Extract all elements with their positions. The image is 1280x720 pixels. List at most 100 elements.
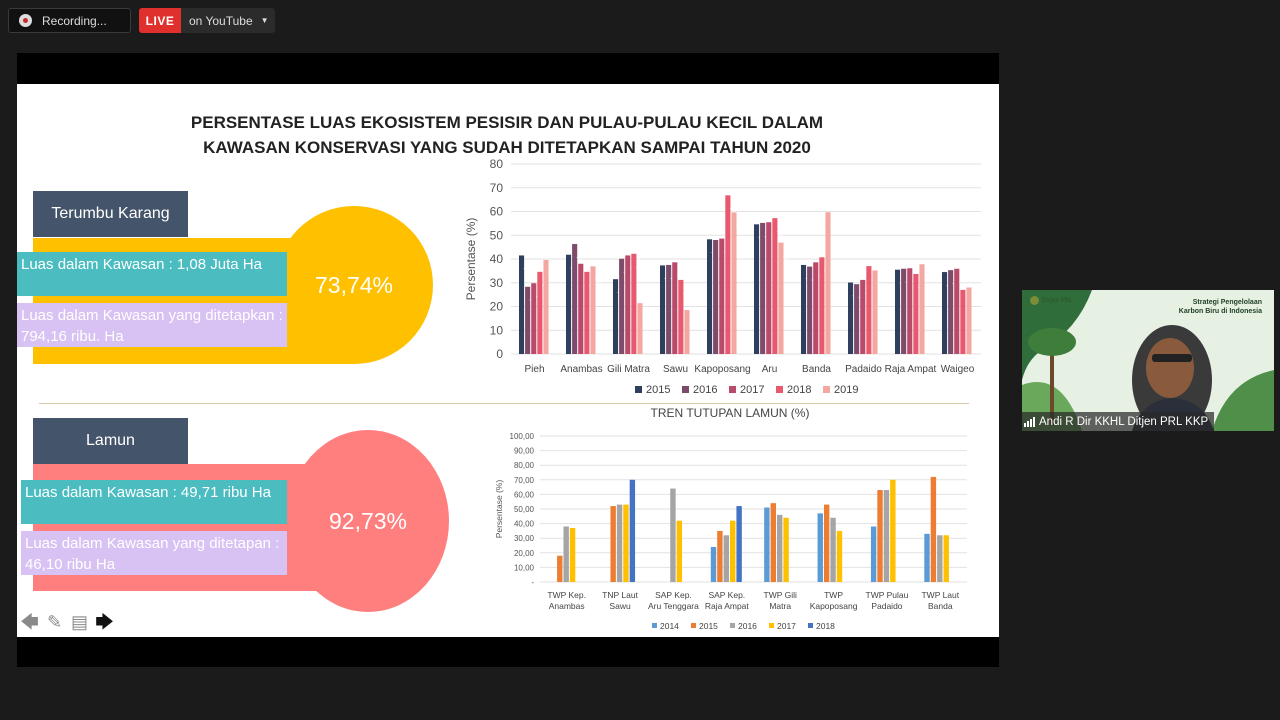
legend-swatch: [729, 386, 736, 393]
bar: [736, 506, 742, 582]
y-tick-label: 40: [490, 252, 504, 266]
bar: [670, 488, 676, 582]
bar: [543, 259, 549, 354]
bar: [659, 265, 666, 354]
x-tick-label-line2: Anambas: [549, 601, 585, 611]
x-tick-label: Anambas: [560, 364, 602, 375]
legend-label: 2015: [699, 621, 718, 631]
legend-swatch: [691, 623, 696, 628]
bar-data-label: 46,9: [782, 247, 791, 262]
legend-swatch: [730, 623, 735, 628]
bar: [847, 282, 854, 354]
bar: [872, 270, 878, 354]
legend-swatch: [776, 386, 783, 393]
bar: [772, 218, 778, 354]
y-tick-label: 20,00: [514, 549, 535, 558]
bar: [807, 266, 813, 354]
bar: [836, 530, 843, 582]
legend-label: 2017: [777, 621, 796, 631]
forward-arrow-icon[interactable]: 🡆: [95, 612, 114, 632]
participant-name-tag: Andi R Dir KKHL Ditjen PRL KKP: [1022, 412, 1215, 431]
lamun-tag: Lamun: [33, 418, 188, 464]
back-arrow-icon[interactable]: 🡄: [20, 612, 39, 632]
bar-data-label: 42,2: [635, 258, 644, 273]
x-tick-label-line1: TWP: [824, 590, 843, 600]
bar: [825, 212, 831, 354]
bar: [518, 255, 525, 354]
y-tick-label: 100,00: [510, 432, 535, 441]
bar: [753, 224, 760, 354]
bar: [725, 195, 731, 354]
bar: [943, 535, 949, 582]
bar: [778, 242, 784, 354]
y-tick-label: 60,00: [514, 490, 535, 499]
recording-indicator[interactable]: Recording...: [8, 8, 131, 33]
bar: [563, 526, 569, 582]
caret-down-icon: ▼: [260, 16, 269, 25]
legend-swatch: [682, 386, 689, 393]
bar: [919, 264, 925, 354]
menu-icon[interactable]: ▤: [70, 612, 88, 632]
bar-data-label: 28: [970, 292, 979, 300]
bar: [770, 503, 776, 582]
bar: [525, 286, 531, 354]
bar: [637, 303, 643, 354]
legend-label: 2014: [660, 621, 679, 631]
bar: [854, 284, 860, 354]
bar: [578, 263, 584, 354]
bar: [537, 271, 543, 354]
live-stream-control[interactable]: LIVE on YouTube ▼: [139, 8, 275, 33]
bar: [800, 264, 807, 354]
bar-data-label: 35,9: [958, 273, 967, 288]
bar: [710, 546, 717, 582]
y-tick-label: 30,00: [514, 534, 535, 543]
y-axis-label: Persentase (%): [494, 480, 504, 539]
x-tick-label-line1: TWP Kep.: [547, 590, 586, 600]
legend-label: 2018: [816, 621, 835, 631]
bar: [590, 266, 596, 354]
bar: [723, 535, 730, 582]
x-tick-label-line1: TWP Gili: [764, 590, 797, 600]
bar: [813, 262, 819, 354]
signal-bars-icon: [1024, 416, 1035, 427]
ministry-logo-icon: [1030, 296, 1039, 305]
bar: [684, 310, 690, 354]
bar: [823, 504, 830, 582]
bar-data-label: 18,5: [688, 314, 697, 329]
bar: [706, 239, 713, 354]
legend-label: 2019: [834, 384, 858, 396]
bar: [870, 526, 877, 582]
bar: [610, 506, 616, 582]
bar: [817, 513, 823, 582]
lamun-luas-ditetapkan: Luas dalam Kawasan yang ditetapan : 46,1…: [21, 531, 287, 575]
lamun-bar-chart: TREN TUTUPAN LAMUN (%) - 10,00 20,00 30,00 40…: [494, 406, 967, 631]
terumbu-luas-ditetapkan: Luas dalam Kawasan yang ditetapkan : 794…: [17, 303, 287, 347]
x-tick-label-line2: Kapoposang: [810, 601, 858, 611]
participant-video[interactable]: Dirjen PRL Strategi Pengelolaan Karbon B…: [1022, 290, 1274, 431]
record-icon: [19, 14, 32, 27]
bar: [719, 238, 725, 354]
y-tick-label: 50,00: [514, 505, 535, 514]
legend-label: 2017: [740, 384, 764, 396]
x-tick-label: Pieh: [524, 364, 544, 375]
y-tick-label: 80: [490, 157, 504, 171]
bar: [883, 490, 890, 582]
y-tick-label: 40,00: [514, 520, 535, 529]
bar-data-label: 66,8: [729, 199, 738, 214]
x-tick-label: Sawu: [663, 364, 688, 375]
legend-swatch: [769, 623, 774, 628]
video-background: [1022, 290, 1274, 431]
video-logo: Dirjen PRL: [1030, 296, 1073, 305]
legend-swatch: [635, 386, 642, 393]
bar: [941, 272, 948, 354]
bar: [730, 520, 736, 582]
bar: [954, 268, 960, 354]
bar: [531, 283, 537, 354]
live-destination-dropdown[interactable]: on YouTube ▼: [181, 8, 275, 33]
pen-icon[interactable]: ✎: [46, 612, 63, 632]
bar: [764, 507, 770, 582]
bar: [731, 212, 737, 354]
bar-data-label: 36,9: [594, 270, 603, 285]
